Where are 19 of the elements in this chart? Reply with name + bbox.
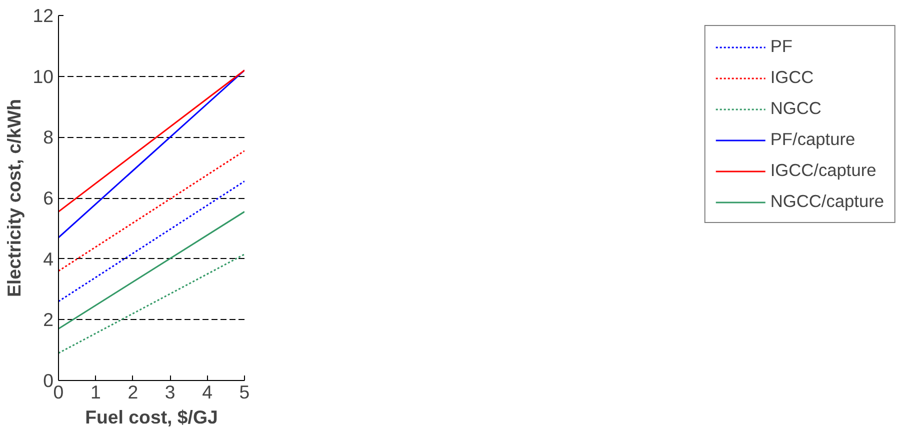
legend-label: IGCC/capture (770, 160, 876, 181)
legend-label: PF (770, 36, 793, 57)
legend-label: PF/capture (770, 129, 856, 150)
x-tick-label: 2 (128, 382, 138, 402)
x-axis-title: Fuel cost, $/GJ (85, 406, 218, 428)
legend-label: IGCC (770, 67, 814, 88)
legend-label: NGCC (770, 98, 822, 119)
y-tick-label: 8 (43, 126, 54, 148)
x-tick-label: 1 (90, 382, 101, 402)
legend-label: NGCC/capture (770, 191, 884, 212)
x-tick-label: 5 (239, 382, 250, 402)
y-tick-label: 12 (32, 5, 54, 26)
y-axis-title: Electricity cost, c/kWh (4, 98, 25, 298)
y-tick-label: 6 (43, 188, 54, 208)
x-tick-label: 4 (202, 382, 213, 402)
x-tick-label: 3 (164, 382, 176, 402)
y-tick-label: 10 (32, 66, 54, 87)
y-tick-label: 2 (43, 309, 54, 330)
y-tick-label: 4 (43, 248, 54, 270)
